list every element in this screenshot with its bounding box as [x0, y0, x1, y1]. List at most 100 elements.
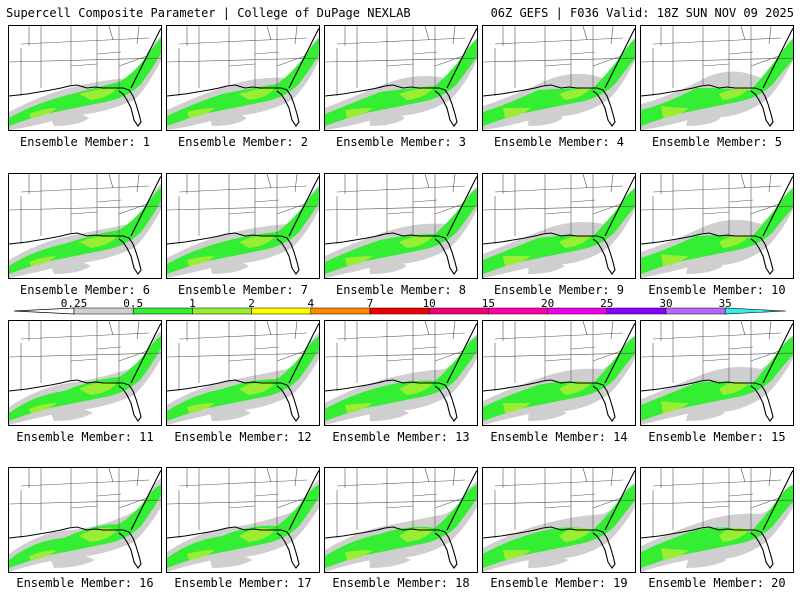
- state-border: [494, 185, 624, 193]
- colorbar-tick-label: 4: [307, 297, 315, 310]
- state-border: [452, 321, 456, 340]
- state-border: [294, 26, 298, 45]
- state-border: [254, 199, 280, 203]
- state-border: [276, 350, 306, 362]
- state-border: [136, 468, 140, 487]
- southeast-us-map: [167, 26, 319, 130]
- state-border: [167, 57, 319, 63]
- coastline: [325, 175, 477, 275]
- scp-shade-lime: [559, 235, 591, 248]
- state-border: [9, 499, 161, 505]
- state-border: [424, 174, 430, 189]
- scp-shade-green: [9, 484, 161, 568]
- state-border: [178, 37, 308, 45]
- scp-shade-lime: [399, 381, 433, 395]
- ensemble-member-label: Ensemble Member: 13: [332, 430, 470, 444]
- scp-shade-light: [528, 110, 563, 126]
- state-border: [228, 505, 256, 509]
- scp-shade-green: [641, 336, 793, 421]
- ensemble-panel: [8, 320, 162, 426]
- ensemble-member-label: Ensemble Member: 1: [19, 135, 151, 149]
- state-border: [768, 321, 772, 340]
- southeast-us-map: [483, 174, 635, 278]
- state-border: [228, 358, 256, 362]
- scp-shade-lime: [345, 550, 373, 560]
- colorbar-high-arrow: [724, 307, 787, 315]
- state-border: [254, 346, 280, 350]
- state-border: [740, 468, 746, 483]
- state-border: [136, 321, 140, 340]
- ensemble-member-label: Ensemble Member: 5: [651, 135, 783, 149]
- state-border: [434, 203, 464, 215]
- ensemble-panel: [324, 467, 478, 573]
- coastline: [9, 27, 161, 127]
- state-border: [386, 211, 414, 215]
- colorbar-segment: [428, 307, 489, 315]
- state-border: [167, 205, 319, 211]
- ensemble-panel: [324, 320, 478, 426]
- state-border: [452, 26, 456, 45]
- colorbar-segment: [488, 307, 548, 315]
- state-border: [702, 505, 730, 509]
- colorbar-segment: [547, 307, 608, 315]
- scp-shade-lime: [399, 88, 433, 100]
- state-border: [266, 174, 272, 189]
- ensemble-member-label: Ensemble Member: 14: [490, 430, 628, 444]
- scp-shade-light: [209, 258, 249, 274]
- state-border: [592, 55, 622, 67]
- coastline: [167, 27, 319, 127]
- state-border: [96, 493, 122, 497]
- state-border: [336, 37, 466, 45]
- colorbar-tick-label: 1: [189, 297, 196, 310]
- scp-shade-green: [483, 187, 635, 274]
- scp-shade-light: [49, 258, 91, 274]
- ensemble-member-label: Ensemble Member: 19: [490, 576, 628, 590]
- scp-shade-lime: [79, 528, 117, 542]
- scp-shade-lime: [187, 256, 215, 266]
- ensemble-panel: [166, 25, 320, 131]
- scp-shade-green: [167, 336, 319, 421]
- state-border: [652, 479, 782, 487]
- state-border: [592, 497, 622, 509]
- ensemble-panel: [8, 25, 162, 131]
- scp-shade-lime: [399, 235, 433, 248]
- ensemble-panel: [640, 320, 794, 426]
- state-border: [20, 37, 150, 45]
- scp-shade-light: [528, 552, 569, 568]
- scp-shade-lime: [29, 550, 57, 560]
- scp-shade-light: [369, 405, 409, 421]
- scp-shade-lime: [719, 235, 749, 248]
- state-border: [570, 493, 596, 497]
- southeast-us-map: [167, 321, 319, 425]
- state-border: [750, 350, 780, 362]
- state-border: [294, 468, 298, 487]
- colorbar-segment: [665, 307, 726, 315]
- scp-shade-green: [167, 38, 319, 126]
- southeast-us-map: [641, 321, 793, 425]
- state-border: [544, 63, 572, 67]
- state-border: [70, 358, 98, 362]
- state-border: [652, 37, 782, 45]
- coastline: [167, 175, 319, 275]
- state-border: [9, 205, 161, 211]
- scp-shade-light: [369, 258, 407, 274]
- state-border: [610, 468, 614, 487]
- state-border: [768, 26, 772, 45]
- state-border: [96, 199, 122, 203]
- state-border: [325, 205, 477, 211]
- state-border: [582, 321, 588, 336]
- state-border: [20, 479, 150, 487]
- state-border: [136, 174, 140, 193]
- state-border: [652, 332, 782, 340]
- state-border: [740, 321, 746, 336]
- state-border: [108, 468, 114, 483]
- state-border: [702, 63, 730, 67]
- ensemble-member-label: Ensemble Member: 2: [177, 135, 309, 149]
- colorbar-tick-label: 7: [366, 297, 374, 310]
- scp-shade-green: [641, 187, 793, 274]
- colorbar-tick-label: 25: [600, 297, 614, 310]
- ensemble-member-label: Ensemble Member: 7: [177, 283, 309, 297]
- state-border: [728, 493, 754, 497]
- state-border: [610, 26, 614, 45]
- state-border: [9, 57, 161, 63]
